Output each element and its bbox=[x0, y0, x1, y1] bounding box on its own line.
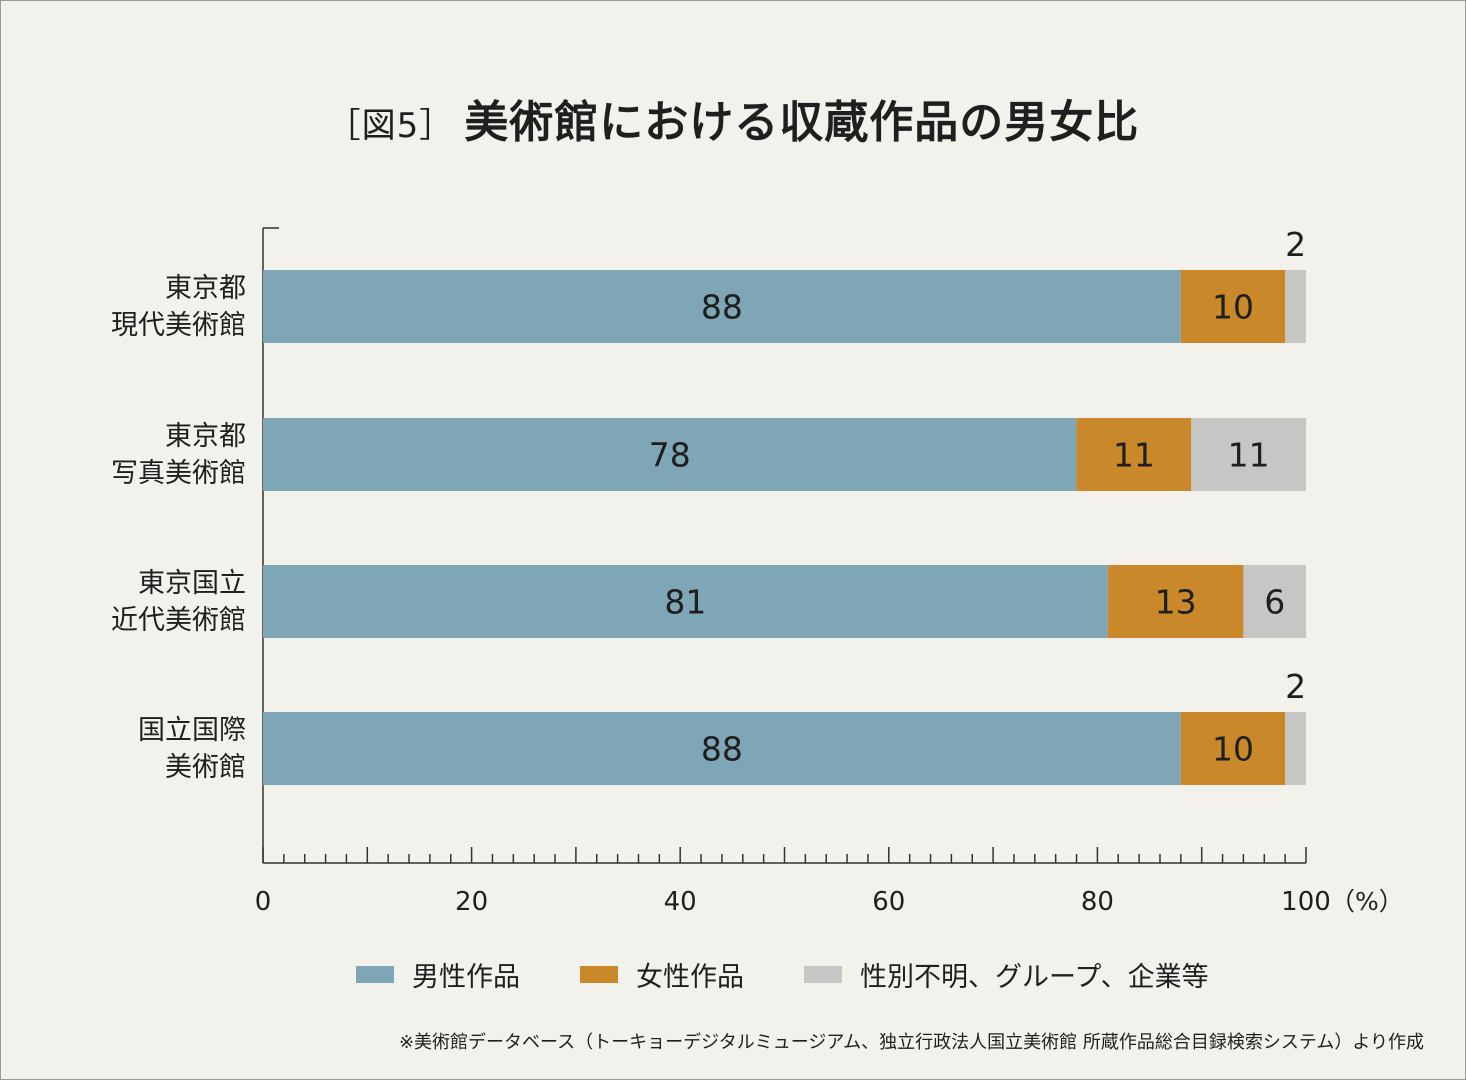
category-label-line: 東京国立 bbox=[138, 568, 246, 599]
data-label: 6 bbox=[1264, 583, 1285, 622]
legend-item-other: 性別不明、グループ、企業等 bbox=[804, 954, 1209, 994]
legend-label-female: 女性作品 bbox=[636, 961, 744, 993]
x-tick-label: 40 bbox=[664, 887, 697, 917]
data-label: 78 bbox=[649, 436, 691, 475]
data-label: 13 bbox=[1155, 583, 1197, 622]
x-tick-label: 100 bbox=[1281, 887, 1331, 917]
chart-title-text: 美術館における収蔵作品の男女比 bbox=[464, 97, 1140, 148]
category-label: 東京都 現代美術館 bbox=[60, 270, 246, 344]
bar-segment bbox=[263, 712, 1181, 785]
data-label: 11 bbox=[1228, 436, 1270, 475]
x-tick-label: 60 bbox=[872, 887, 905, 917]
bar-segment bbox=[1285, 270, 1306, 343]
data-label: 10 bbox=[1212, 730, 1254, 769]
legend-item-male: 男性作品 bbox=[356, 954, 520, 994]
data-label: 88 bbox=[701, 730, 743, 769]
category-label-line: 東京都 bbox=[165, 421, 246, 452]
category-label: 東京国立 近代美術館 bbox=[60, 565, 246, 639]
category-label-line: 美術館 bbox=[165, 752, 246, 783]
category-label-line: 東京都 bbox=[165, 273, 246, 304]
category-label-line: 国立国際 bbox=[138, 715, 246, 746]
x-tick-label: 0 bbox=[255, 887, 272, 917]
category-label-line: 写真美術館 bbox=[111, 458, 246, 489]
bar-segment bbox=[1180, 712, 1286, 785]
data-label: 88 bbox=[701, 288, 743, 327]
bar-segment bbox=[1243, 565, 1306, 638]
data-label: 2 bbox=[1285, 667, 1306, 706]
data-label: 10 bbox=[1212, 288, 1254, 327]
chart-title-prefix: ［図5］ bbox=[326, 106, 455, 146]
bar-segment bbox=[1191, 418, 1306, 491]
category-label: 国立国際 美術館 bbox=[60, 712, 246, 786]
chart-title: ［図5］ 美術館における収蔵作品の男女比 bbox=[0, 86, 1466, 150]
category-label-line: 近代美術館 bbox=[111, 605, 246, 636]
data-label: 11 bbox=[1113, 436, 1155, 475]
bar-segment bbox=[1107, 565, 1244, 638]
category-label-line: 現代美術館 bbox=[111, 310, 246, 341]
x-tick-label: 20 bbox=[455, 887, 488, 917]
bar-segment bbox=[1180, 270, 1286, 343]
data-label: 2 bbox=[1285, 225, 1306, 264]
bar-segment bbox=[263, 565, 1108, 638]
legend-swatch-other bbox=[804, 965, 842, 983]
data-label: 81 bbox=[664, 583, 706, 622]
x-tick-label: 80 bbox=[1081, 887, 1114, 917]
x-axis-unit: （%） bbox=[1330, 887, 1404, 916]
legend-label-male: 男性作品 bbox=[412, 961, 520, 993]
legend-item-female: 女性作品 bbox=[580, 954, 744, 994]
category-label: 東京都 写真美術館 bbox=[60, 418, 246, 492]
bar-segment bbox=[1076, 418, 1192, 491]
legend-swatch-female bbox=[580, 965, 618, 983]
legend: 男性作品 女性作品 性別不明、グループ、企業等 bbox=[0, 954, 1466, 994]
bar-segment bbox=[263, 418, 1077, 491]
bar-segment bbox=[1285, 712, 1306, 785]
legend-swatch-male bbox=[356, 965, 394, 983]
legend-label-other: 性別不明、グループ、企業等 bbox=[860, 961, 1209, 993]
bar-segment bbox=[263, 270, 1181, 343]
source-note: ※美術館データベース（トーキョーデジタルミュージアム、独立行政法人国立美術館 所… bbox=[398, 1032, 1424, 1053]
